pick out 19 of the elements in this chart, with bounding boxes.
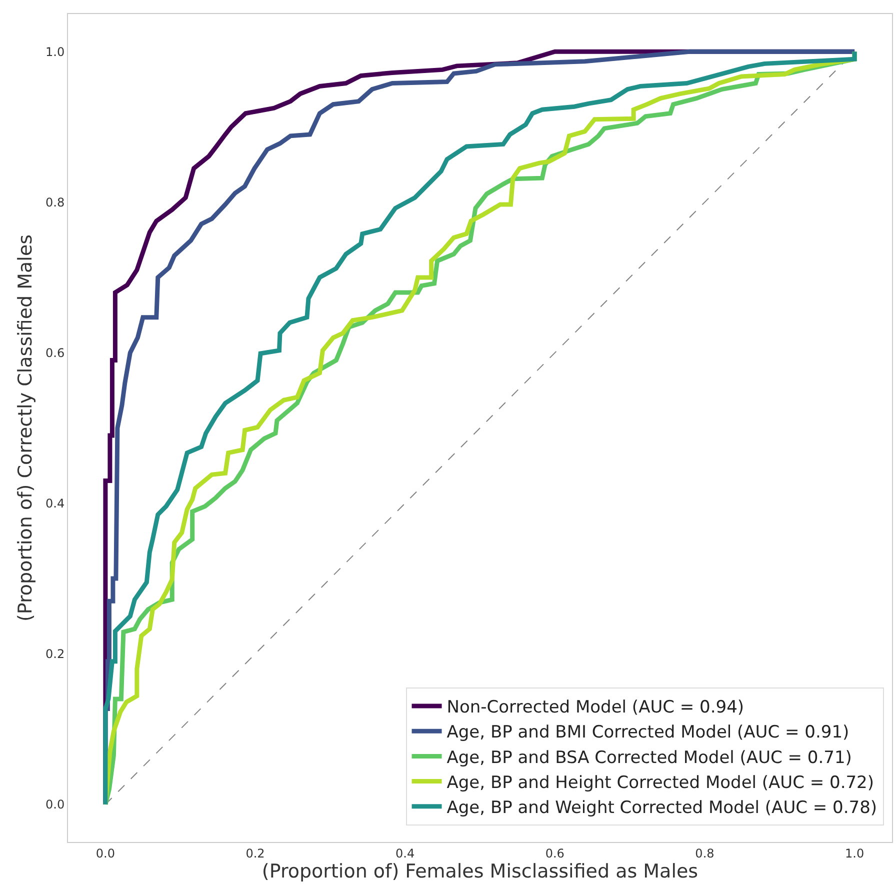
x-axis-title: (Proportion of) Females Misclassified as Males bbox=[262, 860, 698, 882]
y-tick-label: 0.8 bbox=[46, 195, 65, 210]
legend-label: Non-Corrected Model (AUC = 0.94) bbox=[446, 698, 744, 718]
legend-label: Age, BP and BSA Corrected Model (AUC = 0.71) bbox=[446, 748, 852, 768]
legend-label: Age, BP and BMI Corrected Model (AUC = 0.91) bbox=[446, 722, 850, 743]
y-tick-label: 0.4 bbox=[46, 496, 65, 510]
x-tick-label: 1.0 bbox=[845, 846, 864, 860]
x-tick-label: 0.4 bbox=[396, 846, 415, 860]
legend-label: Age, BP and Weight Corrected Model (AUC = 0.78) bbox=[446, 798, 878, 818]
y-axis-title: (Proportion of) Correctly Classified Males bbox=[14, 234, 36, 622]
x-tick-label: 0.8 bbox=[695, 846, 714, 860]
y-tick-label: 0.2 bbox=[46, 647, 65, 662]
legend-label: Age, BP and Height Corrected Model (AUC = 0.72) bbox=[446, 772, 874, 793]
x-tick-label: 0.6 bbox=[545, 846, 564, 860]
y-tick-label: 1.0 bbox=[46, 44, 65, 59]
x-tick-label: 0.0 bbox=[96, 846, 115, 860]
x-tick-label: 0.2 bbox=[246, 846, 265, 860]
y-tick-label: 0.0 bbox=[46, 798, 65, 812]
y-tick-label: 0.6 bbox=[46, 346, 65, 360]
